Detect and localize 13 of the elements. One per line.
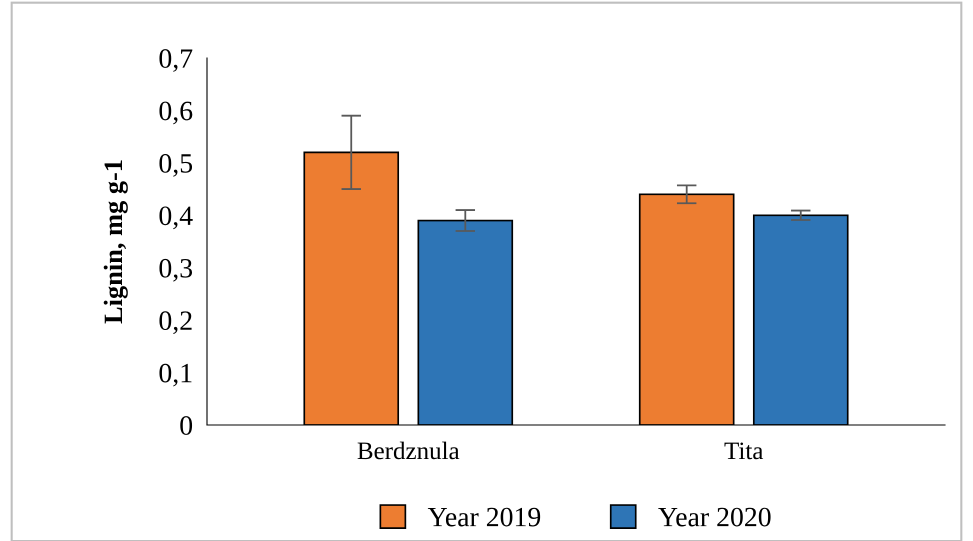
y-tick-label: 0,6: [159, 102, 192, 124]
y-tick-label: 0,2: [159, 311, 192, 334]
y-tick-label: 0,3: [159, 258, 192, 282]
y-tick-label: 0: [180, 416, 192, 435]
y-tick-label: 0,5: [159, 154, 192, 177]
y-tick-label: 0,7: [159, 49, 192, 72]
y-tick-label: 0,4: [159, 206, 193, 230]
y-tick-label: 0,1: [159, 364, 192, 386]
legend-label: Year 2019: [428, 508, 540, 526]
x-tick-label: Berdznula: [358, 442, 460, 460]
y-axis-title: Lignin, mg g-1: [104, 160, 128, 324]
legend-label: Year 2020: [658, 508, 771, 526]
x-tick-label: Tita: [724, 442, 764, 460]
